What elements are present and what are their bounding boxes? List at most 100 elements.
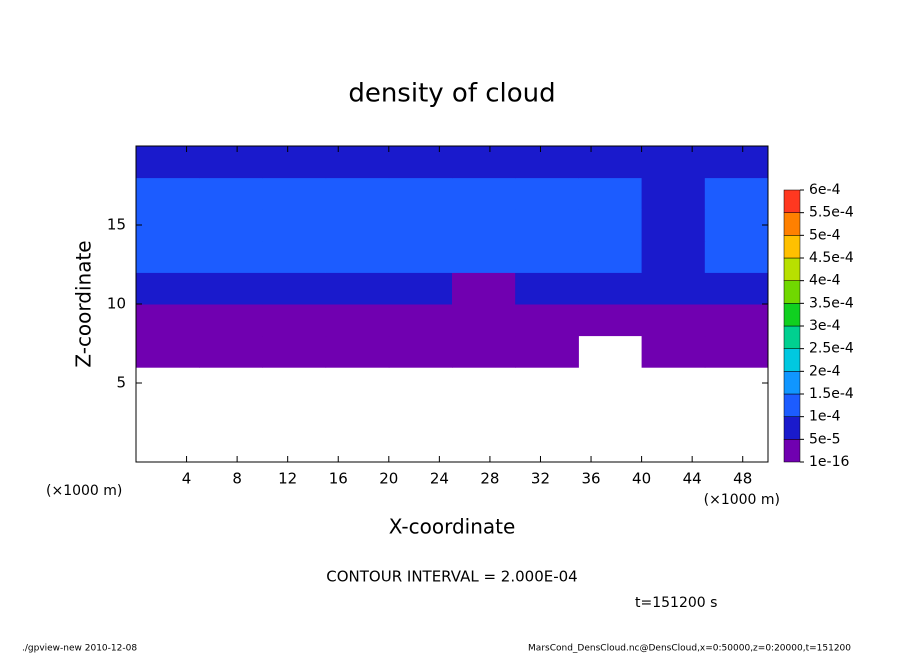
heatmap-cell (325, 146, 390, 179)
x-axis-label: X-coordinate (389, 515, 516, 539)
colorbar-label: 3e-4 (809, 318, 841, 334)
heatmap-cell (578, 272, 643, 305)
heatmap-cell (578, 240, 643, 273)
heatmap-cell (136, 335, 200, 368)
y-unit: (×1000 m) (46, 483, 122, 499)
heatmap-cell (452, 272, 516, 305)
heatmap-cell (262, 177, 327, 210)
contour-note: CONTOUR INTERVAL = 2.000E-04 (326, 568, 577, 586)
heatmap-cell (452, 335, 516, 368)
heatmap-cell (199, 146, 263, 179)
heatmap-cell (704, 240, 769, 273)
x-tick-label: 28 (480, 470, 499, 488)
heatmap-cell (704, 146, 769, 179)
heatmap-cell (578, 304, 643, 337)
x-tick-label: 48 (733, 470, 752, 488)
time-label: t=151200 s (635, 595, 717, 611)
x-unit: (×1000 m) (704, 492, 780, 508)
colorbar-label: 1e-16 (809, 454, 849, 470)
heatmap-cell (515, 209, 579, 242)
heatmap-cell (325, 240, 390, 273)
heatmap-cell (388, 272, 453, 305)
heatmap-cell (515, 304, 579, 337)
colorbar-label: 6e-4 (809, 182, 841, 198)
x-tick-label: 24 (430, 470, 449, 488)
heatmap-cell (388, 335, 453, 368)
x-tick-label: 44 (683, 470, 702, 488)
colorbar-label: 4.5e-4 (809, 250, 854, 266)
heatmap-cell (262, 272, 327, 305)
footer-left: ./gpview-new 2010-12-08 (22, 644, 137, 654)
colorbar-swatch (783, 348, 801, 372)
heatmap-cell (452, 177, 516, 210)
heatmap-cell (136, 240, 200, 273)
colorbar-swatch (783, 235, 801, 259)
colorbar-swatch (783, 439, 801, 463)
heatmap-cell (262, 209, 327, 242)
heatmap-cell (641, 304, 706, 337)
heatmap-cell (515, 177, 579, 210)
x-tick-label: 36 (581, 470, 600, 488)
heatmap-cell (136, 146, 200, 179)
heatmap-cell (704, 209, 769, 242)
heatmap-cell (452, 304, 516, 337)
heatmap-cell (704, 272, 769, 305)
heatmap-cell (452, 146, 516, 179)
heatmap-cell (388, 146, 453, 179)
colorbar-label: 1.5e-4 (809, 386, 854, 402)
heatmap-cell (641, 146, 706, 179)
colorbar-swatch (783, 212, 801, 236)
heatmap-cell (515, 146, 579, 179)
heatmap-cell (262, 146, 327, 179)
colorbar-label: 2.5e-4 (809, 341, 854, 357)
heatmap-cell (136, 272, 200, 305)
colorbar-label: 4e-4 (809, 273, 841, 289)
x-tick-label: 4 (182, 470, 192, 488)
y-tick-label: 15 (107, 216, 126, 234)
heatmap-cell (578, 177, 643, 210)
heatmap-cell (388, 177, 453, 210)
colorbar-swatch (783, 280, 801, 304)
heatmap-cell (199, 335, 263, 368)
heatmap-cell (578, 209, 643, 242)
x-tick-label: 32 (531, 470, 550, 488)
heatmap-cell (388, 209, 453, 242)
colorbar-swatch (783, 416, 801, 440)
heatmap-cell (641, 335, 706, 368)
colorbar-label: 1e-4 (809, 409, 841, 425)
colorbar-swatch (783, 393, 801, 417)
colorbar-label: 5e-5 (809, 431, 840, 447)
colorbar-swatch (783, 325, 801, 349)
heatmap-cell (641, 240, 706, 273)
heatmap-cell (515, 240, 579, 273)
heatmap-cell (136, 209, 200, 242)
heatmap-cell (641, 177, 706, 210)
y-tick-label: 5 (116, 374, 126, 392)
heatmap-cell (452, 240, 516, 273)
heatmap-cell (641, 272, 706, 305)
heatmap-cell (704, 304, 769, 337)
colorbar-label: 3.5e-4 (809, 295, 854, 311)
heatmap-cell (578, 146, 643, 179)
heatmap-cell (199, 272, 263, 305)
footer-right: MarsCond_DensCloud.nc@DensCloud,x=0:5000… (528, 644, 851, 654)
heatmap-cell (199, 177, 263, 210)
heatmap-cell (388, 240, 453, 273)
x-tick-label: 16 (329, 470, 348, 488)
heatmap-cell (262, 304, 327, 337)
x-tick-label: 20 (379, 470, 398, 488)
heatmap-cell (136, 304, 200, 337)
y-axis-label: Z-coordinate (72, 240, 96, 367)
heatmap-cell (452, 209, 516, 242)
heatmap-cell (199, 240, 263, 273)
colorbar-label: 5e-4 (809, 227, 841, 243)
y-tick-label: 10 (107, 295, 126, 313)
colorbar-swatch (783, 371, 801, 395)
colorbar-label: 5.5e-4 (809, 205, 854, 221)
heatmap-cell (515, 272, 579, 305)
x-tick-label: 8 (232, 470, 242, 488)
heatmap-cell (388, 304, 453, 337)
heatmap-cell (325, 272, 390, 305)
heatmap-cell (136, 177, 200, 210)
